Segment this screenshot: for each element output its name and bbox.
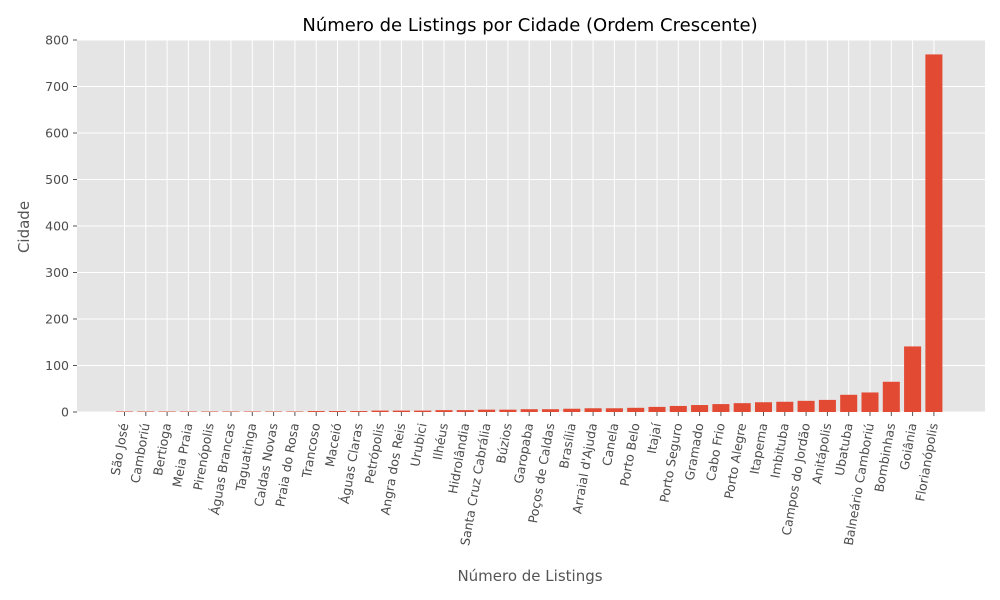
y-tick-label: 200 bbox=[45, 312, 69, 327]
bar bbox=[350, 411, 368, 412]
y-tick-label: 500 bbox=[45, 172, 69, 187]
x-tick-label: Brasília bbox=[556, 422, 579, 470]
bars-group bbox=[115, 54, 943, 412]
x-tick-label: Búzios bbox=[493, 422, 515, 465]
bar bbox=[414, 410, 432, 412]
bar bbox=[627, 407, 645, 412]
x-tick-label: Urubici bbox=[407, 422, 429, 468]
x-tick-label: São José bbox=[108, 422, 132, 477]
bar bbox=[712, 404, 730, 412]
bar bbox=[861, 392, 879, 412]
y-tick-label: 800 bbox=[45, 33, 69, 48]
bar bbox=[733, 403, 751, 412]
bar bbox=[456, 410, 474, 412]
y-tick-label: 400 bbox=[45, 219, 69, 234]
bar bbox=[904, 346, 922, 412]
bar bbox=[669, 405, 687, 412]
bar bbox=[328, 411, 347, 412]
bar bbox=[882, 381, 900, 412]
chart-title: Número de Listings por Cidade (Ordem Cre… bbox=[302, 15, 757, 36]
bar bbox=[371, 410, 389, 412]
bar bbox=[797, 400, 815, 412]
bar bbox=[925, 54, 943, 412]
bar bbox=[584, 408, 602, 412]
bar bbox=[818, 399, 836, 412]
y-tick-label: 100 bbox=[45, 358, 69, 373]
x-axis-label: Número de Listings bbox=[457, 567, 602, 585]
x-tick-label: Ilhéus bbox=[430, 422, 451, 461]
y-tick-label: 0 bbox=[61, 405, 69, 420]
bar bbox=[648, 406, 666, 412]
x-tick-label: Trancoso bbox=[299, 422, 324, 480]
y-tick-label: 700 bbox=[45, 79, 69, 94]
bar bbox=[563, 408, 581, 412]
y-tick-label: 600 bbox=[45, 126, 69, 141]
bar bbox=[541, 409, 560, 412]
bar bbox=[499, 409, 517, 412]
y-axis-label: Cidade bbox=[15, 201, 33, 253]
x-tick-label: Goiânia bbox=[897, 422, 920, 471]
x-tick-label: Maceió bbox=[322, 422, 344, 468]
bar bbox=[307, 411, 325, 412]
x-tick-label: Imbituba bbox=[767, 422, 791, 479]
x-tick-label: Porto Belo bbox=[617, 422, 643, 487]
bar bbox=[754, 402, 773, 412]
x-tick-label: Bertioga bbox=[150, 422, 174, 477]
x-tick-label: Itapema bbox=[747, 422, 771, 476]
bar bbox=[478, 409, 496, 412]
x-tick-label: Cabo Frio bbox=[703, 422, 728, 482]
bar bbox=[435, 410, 453, 412]
x-tick-label: Ubatuba bbox=[832, 422, 856, 477]
y-tick-label: 300 bbox=[45, 265, 69, 280]
x-tick-label: Canela bbox=[599, 422, 621, 467]
bar bbox=[392, 410, 410, 412]
bar bbox=[776, 401, 794, 412]
x-tick-label: Gramado bbox=[682, 422, 707, 482]
x-tick-label: Itajaí bbox=[644, 421, 664, 455]
x-tick-label: Anitápolis bbox=[809, 422, 834, 485]
bar bbox=[840, 394, 858, 412]
bar bbox=[605, 408, 623, 412]
y-tick-labels: 0 100 200 300 400 500 600 700 800 bbox=[45, 33, 77, 420]
bar bbox=[520, 409, 538, 412]
bar bbox=[691, 405, 709, 412]
